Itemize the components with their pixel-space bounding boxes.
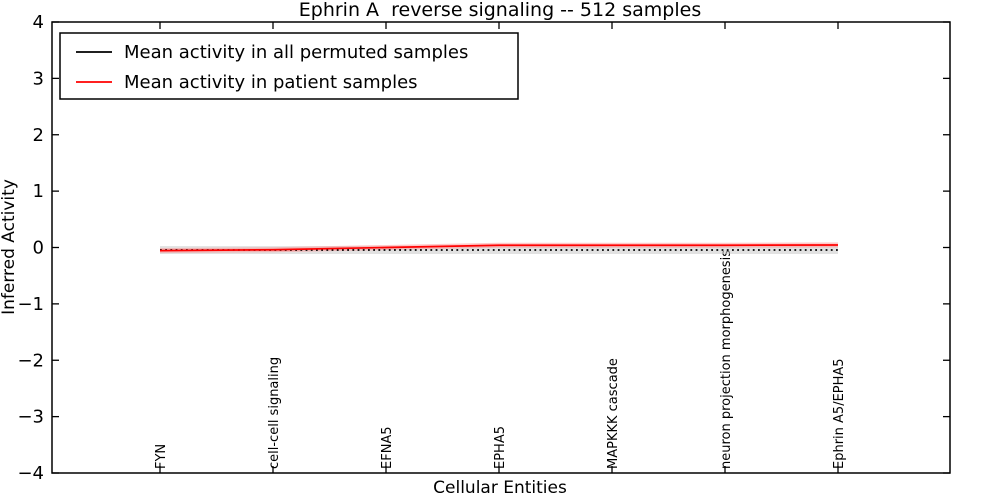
series-line-1	[159, 244, 839, 252]
y-tick-label: −3	[17, 407, 44, 428]
series-lines	[159, 244, 839, 252]
y-tick-label: 2	[33, 125, 44, 146]
x-category-label: EPHA5	[493, 426, 508, 469]
x-category-label: FYN	[154, 444, 169, 469]
x-axis-ticks	[159, 22, 839, 473]
x-category-label: neuron projection morphogenesis	[719, 250, 734, 469]
y-axis-title: Inferred Activity	[0, 179, 19, 315]
y-tick-label: 0	[33, 238, 44, 259]
y-tick-label: 1	[33, 181, 44, 202]
legend: Mean activity in all permuted samples Me…	[59, 32, 519, 100]
legend-label-patient: Mean activity in patient samples	[124, 72, 418, 93]
y-axis-ticks: −4 −3 −2 −1 0 1 2 3 4	[17, 12, 950, 484]
x-category-label: MAPKKK cascade	[606, 358, 621, 469]
x-category-label: EFNA5	[380, 426, 395, 469]
legend-label-permuted: Mean activity in all permuted samples	[124, 42, 468, 63]
chart-title: Ephrin A reverse signaling -- 512 sample…	[299, 0, 701, 21]
x-axis-title: Cellular Entities	[433, 478, 567, 498]
y-tick-label: −1	[17, 294, 44, 315]
y-tick-label: −2	[17, 350, 44, 371]
legend-box	[59, 32, 519, 100]
x-category-label: Ephrin A5/EPHA5	[832, 358, 847, 469]
confidence-bands	[160, 242, 838, 254]
x-category-labels: FYN cell-cell signaling EFNA5 EPHA5 MAPKKK c…	[154, 250, 847, 469]
x-category-label: cell-cell signaling	[267, 357, 282, 469]
y-tick-label: −4	[17, 463, 44, 484]
y-tick-label: 3	[33, 68, 44, 89]
y-tick-label: 4	[33, 12, 44, 33]
